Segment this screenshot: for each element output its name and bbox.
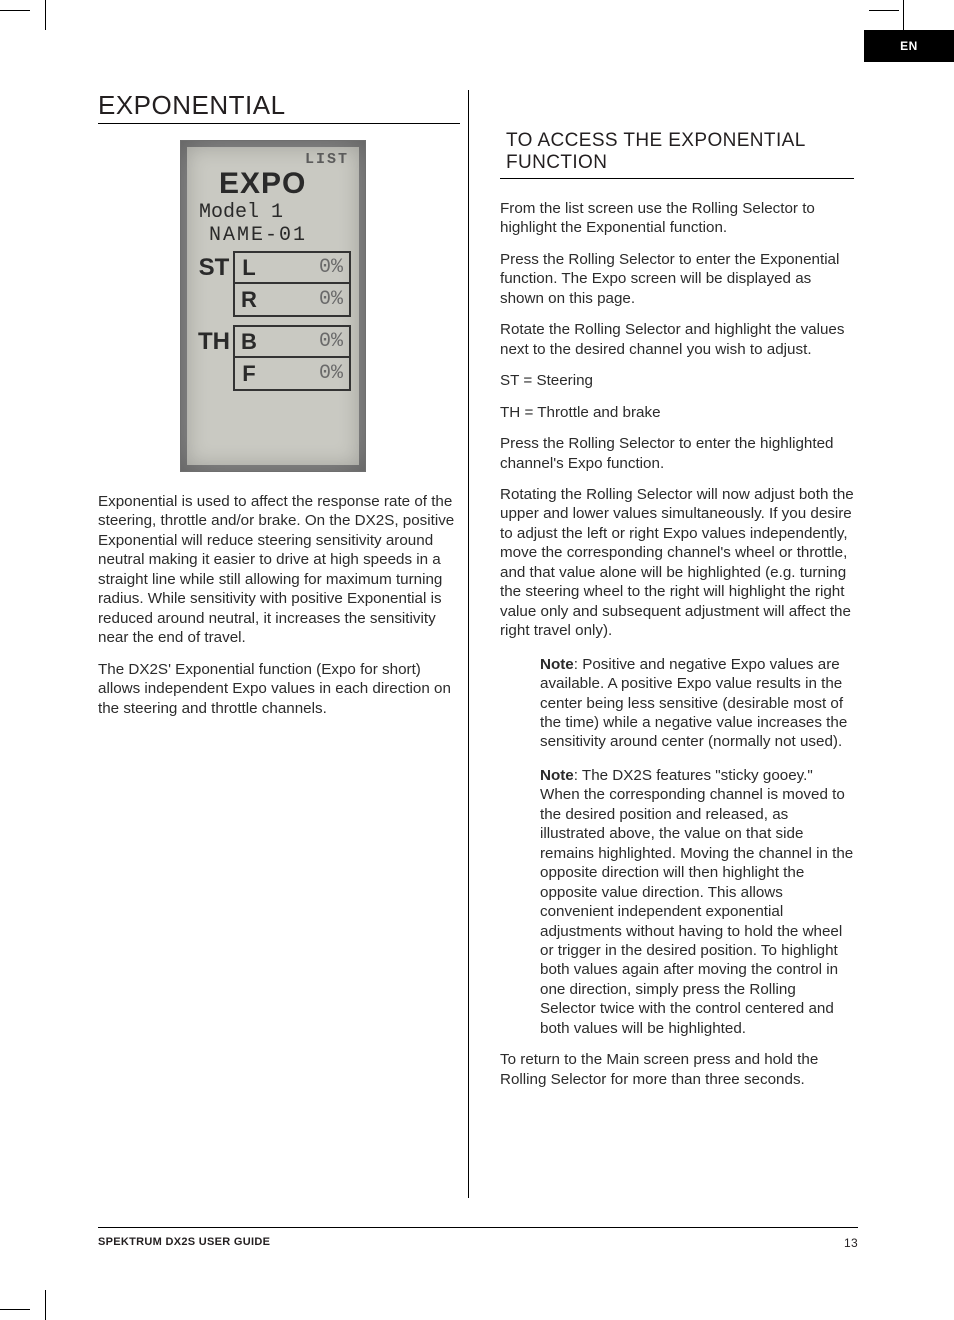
lcd-screen: LIST EXPO Model 1 NAME-01 ST L 0% R	[187, 147, 359, 465]
lcd-direction: L	[233, 251, 263, 284]
crop-mark	[903, 0, 904, 30]
lcd-value: 0%	[263, 358, 351, 391]
crop-mark	[0, 1309, 30, 1310]
lcd-row: TH B 0%	[195, 325, 351, 358]
right-column: TO ACCESS THE EXPONENTIAL FUNCTION From …	[478, 90, 858, 1089]
paragraph: Rotate the Rolling Selector and highligh…	[500, 320, 854, 359]
lcd-screenshot: LIST EXPO Model 1 NAME-01 ST L 0% R	[180, 140, 366, 472]
note: Note: The DX2S features "sticky gooey." …	[540, 766, 854, 1038]
note-label: Note	[540, 767, 574, 784]
paragraph: The DX2S' Exponential function (Expo for…	[98, 660, 460, 718]
paragraph: Press the Rolling Selector to enter the …	[500, 250, 854, 308]
crop-mark	[0, 10, 30, 11]
section-heading: EXPONENTIAL	[98, 90, 460, 124]
lcd-model: Model 1	[199, 201, 351, 224]
note-text: : Positive and negative Expo values are …	[540, 656, 847, 751]
paragraph: Press the Rolling Selector to enter the …	[500, 434, 854, 473]
paragraph: Exponential is used to affect the respon…	[98, 492, 460, 648]
note-label: Note	[540, 656, 574, 673]
crop-mark	[45, 1290, 46, 1320]
lcd-row: ST L 0%	[195, 251, 351, 284]
note: Note: Positive and negative Expo values …	[540, 655, 854, 752]
note-text: : The DX2S features "sticky gooey." When…	[540, 767, 853, 1037]
crop-mark	[45, 0, 46, 30]
footer-page-number: 13	[844, 1236, 858, 1250]
lcd-channel: TH	[195, 325, 233, 358]
lcd-row: R 0%	[195, 284, 351, 317]
lcd-direction: B	[233, 325, 263, 358]
lcd-value: 0%	[263, 325, 351, 358]
lcd-channel	[195, 284, 233, 317]
lcd-value: 0%	[263, 284, 351, 317]
paragraph: Rotating the Rolling Selector will now a…	[500, 485, 854, 641]
lcd-value: 0%	[263, 251, 351, 284]
lcd-channel	[195, 358, 233, 391]
paragraph: From the list screen use the Rolling Sel…	[500, 199, 854, 238]
left-column: EXPONENTIAL LIST EXPO Model 1 NAME-01 ST…	[98, 90, 478, 1089]
lcd-title: EXPO	[219, 167, 351, 201]
crop-mark	[869, 10, 899, 11]
lcd-direction: F	[233, 358, 263, 391]
lcd-row: F 0%	[195, 358, 351, 391]
language-badge: EN	[864, 30, 954, 62]
lcd-direction: R	[233, 284, 263, 317]
footer-guide-title: SPEKTRUM DX2S USER GUIDE	[98, 1236, 270, 1250]
lcd-list-label: LIST	[305, 151, 349, 168]
content-columns: EXPONENTIAL LIST EXPO Model 1 NAME-01 ST…	[98, 90, 858, 1089]
paragraph: To return to the Main screen press and h…	[500, 1050, 854, 1089]
lcd-channel: ST	[195, 251, 233, 284]
paragraph: TH = Throttle and brake	[500, 403, 854, 422]
page-footer: SPEKTRUM DX2S USER GUIDE 13	[98, 1227, 858, 1250]
page: EN EXPONENTIAL LIST EXPO Model 1 NAME-01…	[0, 0, 954, 1320]
lcd-table: ST L 0% R 0% TH B	[195, 251, 351, 391]
subsection-heading: TO ACCESS THE EXPONENTIAL FUNCTION	[500, 130, 854, 179]
lcd-name: NAME-01	[209, 224, 351, 247]
paragraph: ST = Steering	[500, 371, 854, 390]
